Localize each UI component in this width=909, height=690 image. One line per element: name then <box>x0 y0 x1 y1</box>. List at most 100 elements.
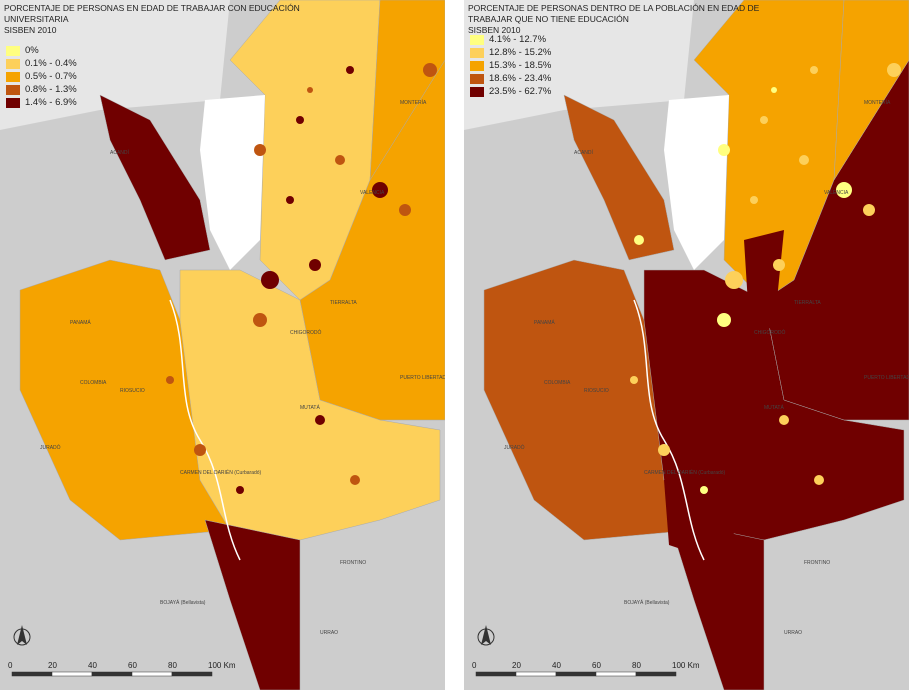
marker <box>810 66 818 74</box>
place-label: COLOMBIA <box>80 380 107 386</box>
scale-bar <box>11 671 53 677</box>
legend-swatch <box>6 84 20 95</box>
legend-item: 0% <box>6 44 77 57</box>
place-label: URRAO <box>320 630 339 636</box>
marker <box>253 313 267 327</box>
marker <box>725 271 743 289</box>
place-label: BOJAYÁ (Bellavista) <box>624 600 670 606</box>
place-label: VALENCIA <box>824 190 849 196</box>
scale-label: 0 <box>8 661 13 670</box>
place-label: FRONTINO <box>340 560 367 566</box>
region <box>763 59 909 421</box>
legend-label: 23.5% - 62.7% <box>489 86 552 97</box>
marker <box>335 155 345 165</box>
title-text: PORCENTAJE DE PERSONAS EN EDAD DE TRABAJ… <box>4 3 300 24</box>
marker <box>286 196 294 204</box>
marker <box>630 376 638 384</box>
legend-label: 0% <box>25 45 39 56</box>
marker <box>700 486 708 494</box>
marker <box>658 444 670 456</box>
legend-label: 12.8% - 15.2% <box>489 47 552 58</box>
marker <box>717 313 731 327</box>
place-label: VALENCIA <box>360 190 385 196</box>
scale-bar <box>131 671 173 677</box>
region <box>833 0 909 181</box>
scale-label: 80 <box>632 661 641 670</box>
marker <box>836 182 852 198</box>
map-title: PORCENTAJE DE PERSONAS DENTRO DE LA POBL… <box>468 3 768 36</box>
scale-bar <box>555 671 597 677</box>
scale-label: 0 <box>472 661 477 670</box>
river <box>633 299 705 561</box>
marker <box>296 116 304 124</box>
legend-item: 0.1% - 0.4% <box>6 57 77 70</box>
place-label: PUERTO LIBERTADOR <box>864 375 909 381</box>
sea <box>464 0 694 130</box>
legend-swatch <box>470 47 484 58</box>
legend-swatch <box>6 58 20 69</box>
place-label: ACANDÍ <box>110 150 129 156</box>
marker <box>779 415 789 425</box>
marker <box>194 444 206 456</box>
legend: 0% 0.1% - 0.4% 0.5% - 0.7% 0.8% - 1.3% 1.4% … <box>6 44 77 109</box>
place-label: RIOSUCIO <box>584 388 609 394</box>
scale-bar <box>91 671 133 677</box>
scale-label: 20 <box>48 661 57 670</box>
marker <box>307 87 313 93</box>
marker <box>773 259 785 271</box>
marker <box>170 235 180 245</box>
place-label: JURADÓ <box>40 445 61 451</box>
place-label: PUERTO LIBERTADOR <box>400 375 445 381</box>
marker <box>760 116 768 124</box>
place-label: TIERRALTA <box>794 300 821 306</box>
map-title: PORCENTAJE DE PERSONAS EN EDAD DE TRABAJ… <box>4 3 304 36</box>
legend-swatch <box>470 73 484 84</box>
legend-swatch <box>6 97 20 108</box>
region <box>204 519 301 690</box>
region <box>754 440 894 500</box>
scale-bar <box>635 671 677 677</box>
marker <box>887 63 901 77</box>
marker <box>315 415 325 425</box>
legend-item: 23.5% - 62.7% <box>470 85 551 98</box>
region <box>563 94 675 261</box>
legend-label: 18.6% - 23.4% <box>489 73 552 84</box>
legend-item: 15.3% - 18.5% <box>470 59 551 72</box>
scale-bar <box>171 671 213 677</box>
north-arrow <box>17 625 27 645</box>
scale-label: 40 <box>88 661 97 670</box>
legend-label: 4.1% - 12.7% <box>489 34 547 45</box>
legend-swatch <box>470 86 484 97</box>
region <box>99 94 211 261</box>
marker <box>423 63 437 77</box>
scale-label: 40 <box>552 661 561 670</box>
map-panel: PORCENTAJE DE PERSONAS DENTRO DE LA POBL… <box>464 0 909 690</box>
marker <box>372 182 388 198</box>
legend-swatch <box>470 60 484 71</box>
marker <box>346 66 354 74</box>
marker <box>718 144 730 156</box>
scale-bar <box>475 671 517 677</box>
marker <box>799 155 809 165</box>
legend-label: 1.4% - 6.9% <box>25 97 77 108</box>
legend-swatch <box>6 71 20 82</box>
place-label: PANAMÁ <box>534 320 555 326</box>
place-label: MONTERÍA <box>864 100 891 106</box>
north-arrow <box>481 625 491 645</box>
legend-label: 0.5% - 0.7% <box>25 71 77 82</box>
region <box>369 0 445 181</box>
marker <box>750 196 758 204</box>
legend-label: 0.8% - 1.3% <box>25 84 77 95</box>
place-label: PANAMÁ <box>70 320 91 326</box>
scale-label: 100 Km <box>208 661 236 670</box>
north-arrow <box>477 628 495 646</box>
legend-swatch <box>470 34 484 45</box>
gulf <box>200 95 265 270</box>
marker <box>261 271 279 289</box>
marker <box>236 486 244 494</box>
legend-item: 1.4% - 6.9% <box>6 96 77 109</box>
legend-label: 0.1% - 0.4% <box>25 58 77 69</box>
place-label: RIOSUCIO <box>120 388 145 394</box>
subtitle: SISBEN 2010 <box>4 25 57 35</box>
